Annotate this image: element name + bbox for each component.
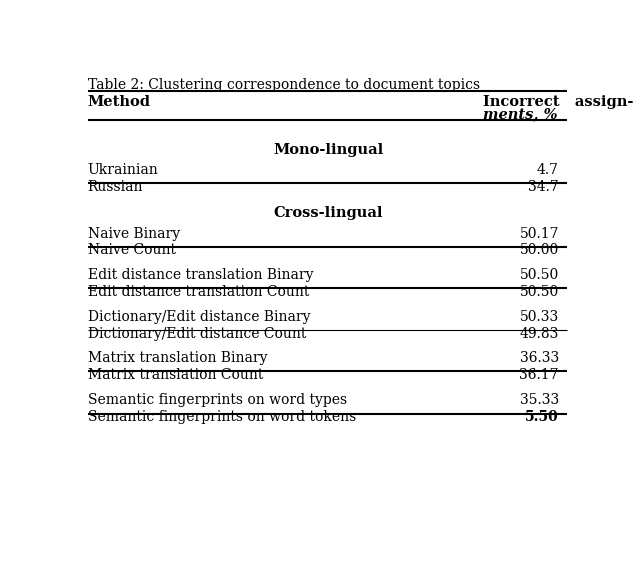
Text: 50.17: 50.17 <box>520 226 559 240</box>
Text: ments, %: ments, % <box>483 107 557 121</box>
Text: Edit distance translation Binary: Edit distance translation Binary <box>88 268 313 282</box>
Text: 50.33: 50.33 <box>520 309 559 324</box>
Text: 36.33: 36.33 <box>520 351 559 365</box>
Text: Dictionary/Edit distance Binary: Dictionary/Edit distance Binary <box>88 309 310 324</box>
Text: 35.33: 35.33 <box>520 393 559 407</box>
Text: Naive Count: Naive Count <box>88 243 176 257</box>
Text: Ukrainian: Ukrainian <box>88 163 159 177</box>
Text: Cross-lingual: Cross-lingual <box>273 207 383 221</box>
Text: Incorrect   assign-: Incorrect assign- <box>483 95 634 109</box>
Text: Mono-lingual: Mono-lingual <box>273 143 383 157</box>
Text: Semantic fingerprints on word tokens: Semantic fingerprints on word tokens <box>88 410 356 424</box>
Text: Semantic fingerprints on word types: Semantic fingerprints on word types <box>88 393 347 407</box>
Text: Method: Method <box>88 95 151 109</box>
Text: 4.7: 4.7 <box>537 163 559 177</box>
Text: Edit distance translation Count: Edit distance translation Count <box>88 285 309 299</box>
Text: Matrix translation Count: Matrix translation Count <box>88 368 263 382</box>
Text: 36.17: 36.17 <box>520 368 559 382</box>
Text: Russian: Russian <box>88 180 143 194</box>
Text: Table 2: Clustering correspondence to document topics: Table 2: Clustering correspondence to do… <box>88 78 480 92</box>
Text: 50.00: 50.00 <box>520 243 559 257</box>
Text: 5.50: 5.50 <box>525 410 559 424</box>
Text: Dictionary/Edit distance Count: Dictionary/Edit distance Count <box>88 326 306 340</box>
Text: 49.83: 49.83 <box>520 326 559 340</box>
Text: 50.50: 50.50 <box>520 285 559 299</box>
Text: 50.50: 50.50 <box>520 268 559 282</box>
Text: 34.7: 34.7 <box>528 180 559 194</box>
Text: Matrix translation Binary: Matrix translation Binary <box>88 351 268 365</box>
Text: Naive Binary: Naive Binary <box>88 226 180 240</box>
